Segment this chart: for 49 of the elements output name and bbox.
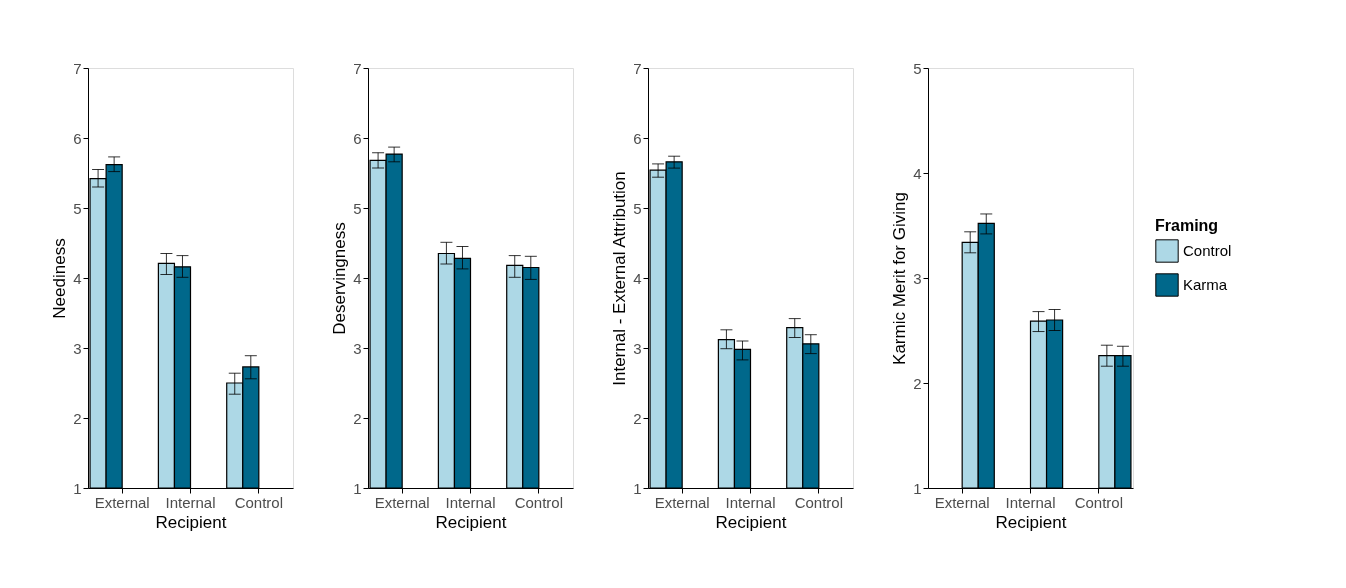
x-tick-label: Internal xyxy=(1005,493,1056,511)
x-tick-label: Control xyxy=(514,493,564,511)
y-tick-label: 6 xyxy=(73,129,82,147)
legend-label: Karma xyxy=(1183,276,1228,293)
y-tick-label: 4 xyxy=(353,269,362,287)
y-tick-label: 2 xyxy=(913,374,922,392)
y-tick-label: 3 xyxy=(73,339,82,357)
y-tick-label: 6 xyxy=(353,129,362,147)
x-tick-label: External xyxy=(934,493,990,511)
y-axis-title: Deservingness xyxy=(330,222,350,335)
y-tick-label: 6 xyxy=(633,129,642,147)
y-tick-label: 1 xyxy=(913,479,922,497)
y-tick-label: 3 xyxy=(913,269,922,287)
y-tick-label: 7 xyxy=(633,59,642,77)
x-tick-label: External xyxy=(94,493,150,511)
x-tick-label: External xyxy=(654,493,710,511)
legend-label: Control xyxy=(1183,242,1232,259)
y-tick-label: 7 xyxy=(73,59,82,77)
y-tick-label: 5 xyxy=(73,199,82,217)
y-tick-label: 5 xyxy=(633,199,642,217)
x-tick-label: External xyxy=(374,493,430,511)
y-tick-label: 3 xyxy=(633,339,642,357)
y-tick-label: 1 xyxy=(73,479,82,497)
x-axis-title: Recipient xyxy=(715,512,787,532)
x-axis-title: Recipient xyxy=(155,512,227,532)
y-tick-label: 5 xyxy=(913,59,922,77)
x-tick-label: Control xyxy=(234,493,284,511)
y-tick-label: 2 xyxy=(633,409,642,427)
y-tick-label: 4 xyxy=(633,269,642,287)
y-axis-title: Neediness xyxy=(50,238,70,319)
y-tick-label: 1 xyxy=(633,479,642,497)
x-tick-label: Internal xyxy=(165,493,216,511)
y-tick-label: 4 xyxy=(913,164,922,182)
x-axis-title: Recipient xyxy=(995,512,1067,532)
y-tick-label: 3 xyxy=(353,339,362,357)
y-tick-label: 7 xyxy=(353,59,362,77)
y-tick-label: 4 xyxy=(73,269,82,287)
y-tick-label: 2 xyxy=(353,409,362,427)
x-tick-label: Internal xyxy=(445,493,496,511)
y-tick-label: 1 xyxy=(353,479,362,497)
x-tick-label: Control xyxy=(794,493,844,511)
legend-title: Framing xyxy=(1155,217,1219,234)
x-tick-label: Internal xyxy=(725,493,776,511)
y-tick-label: 5 xyxy=(353,199,362,217)
y-tick-label: 2 xyxy=(73,409,82,427)
x-axis-title: Recipient xyxy=(435,512,507,532)
x-tick-label: Control xyxy=(1074,493,1124,511)
y-axis-title: Karmic Merit for Giving xyxy=(890,192,910,365)
y-axis-title: Internal - External Attribution xyxy=(610,171,630,386)
